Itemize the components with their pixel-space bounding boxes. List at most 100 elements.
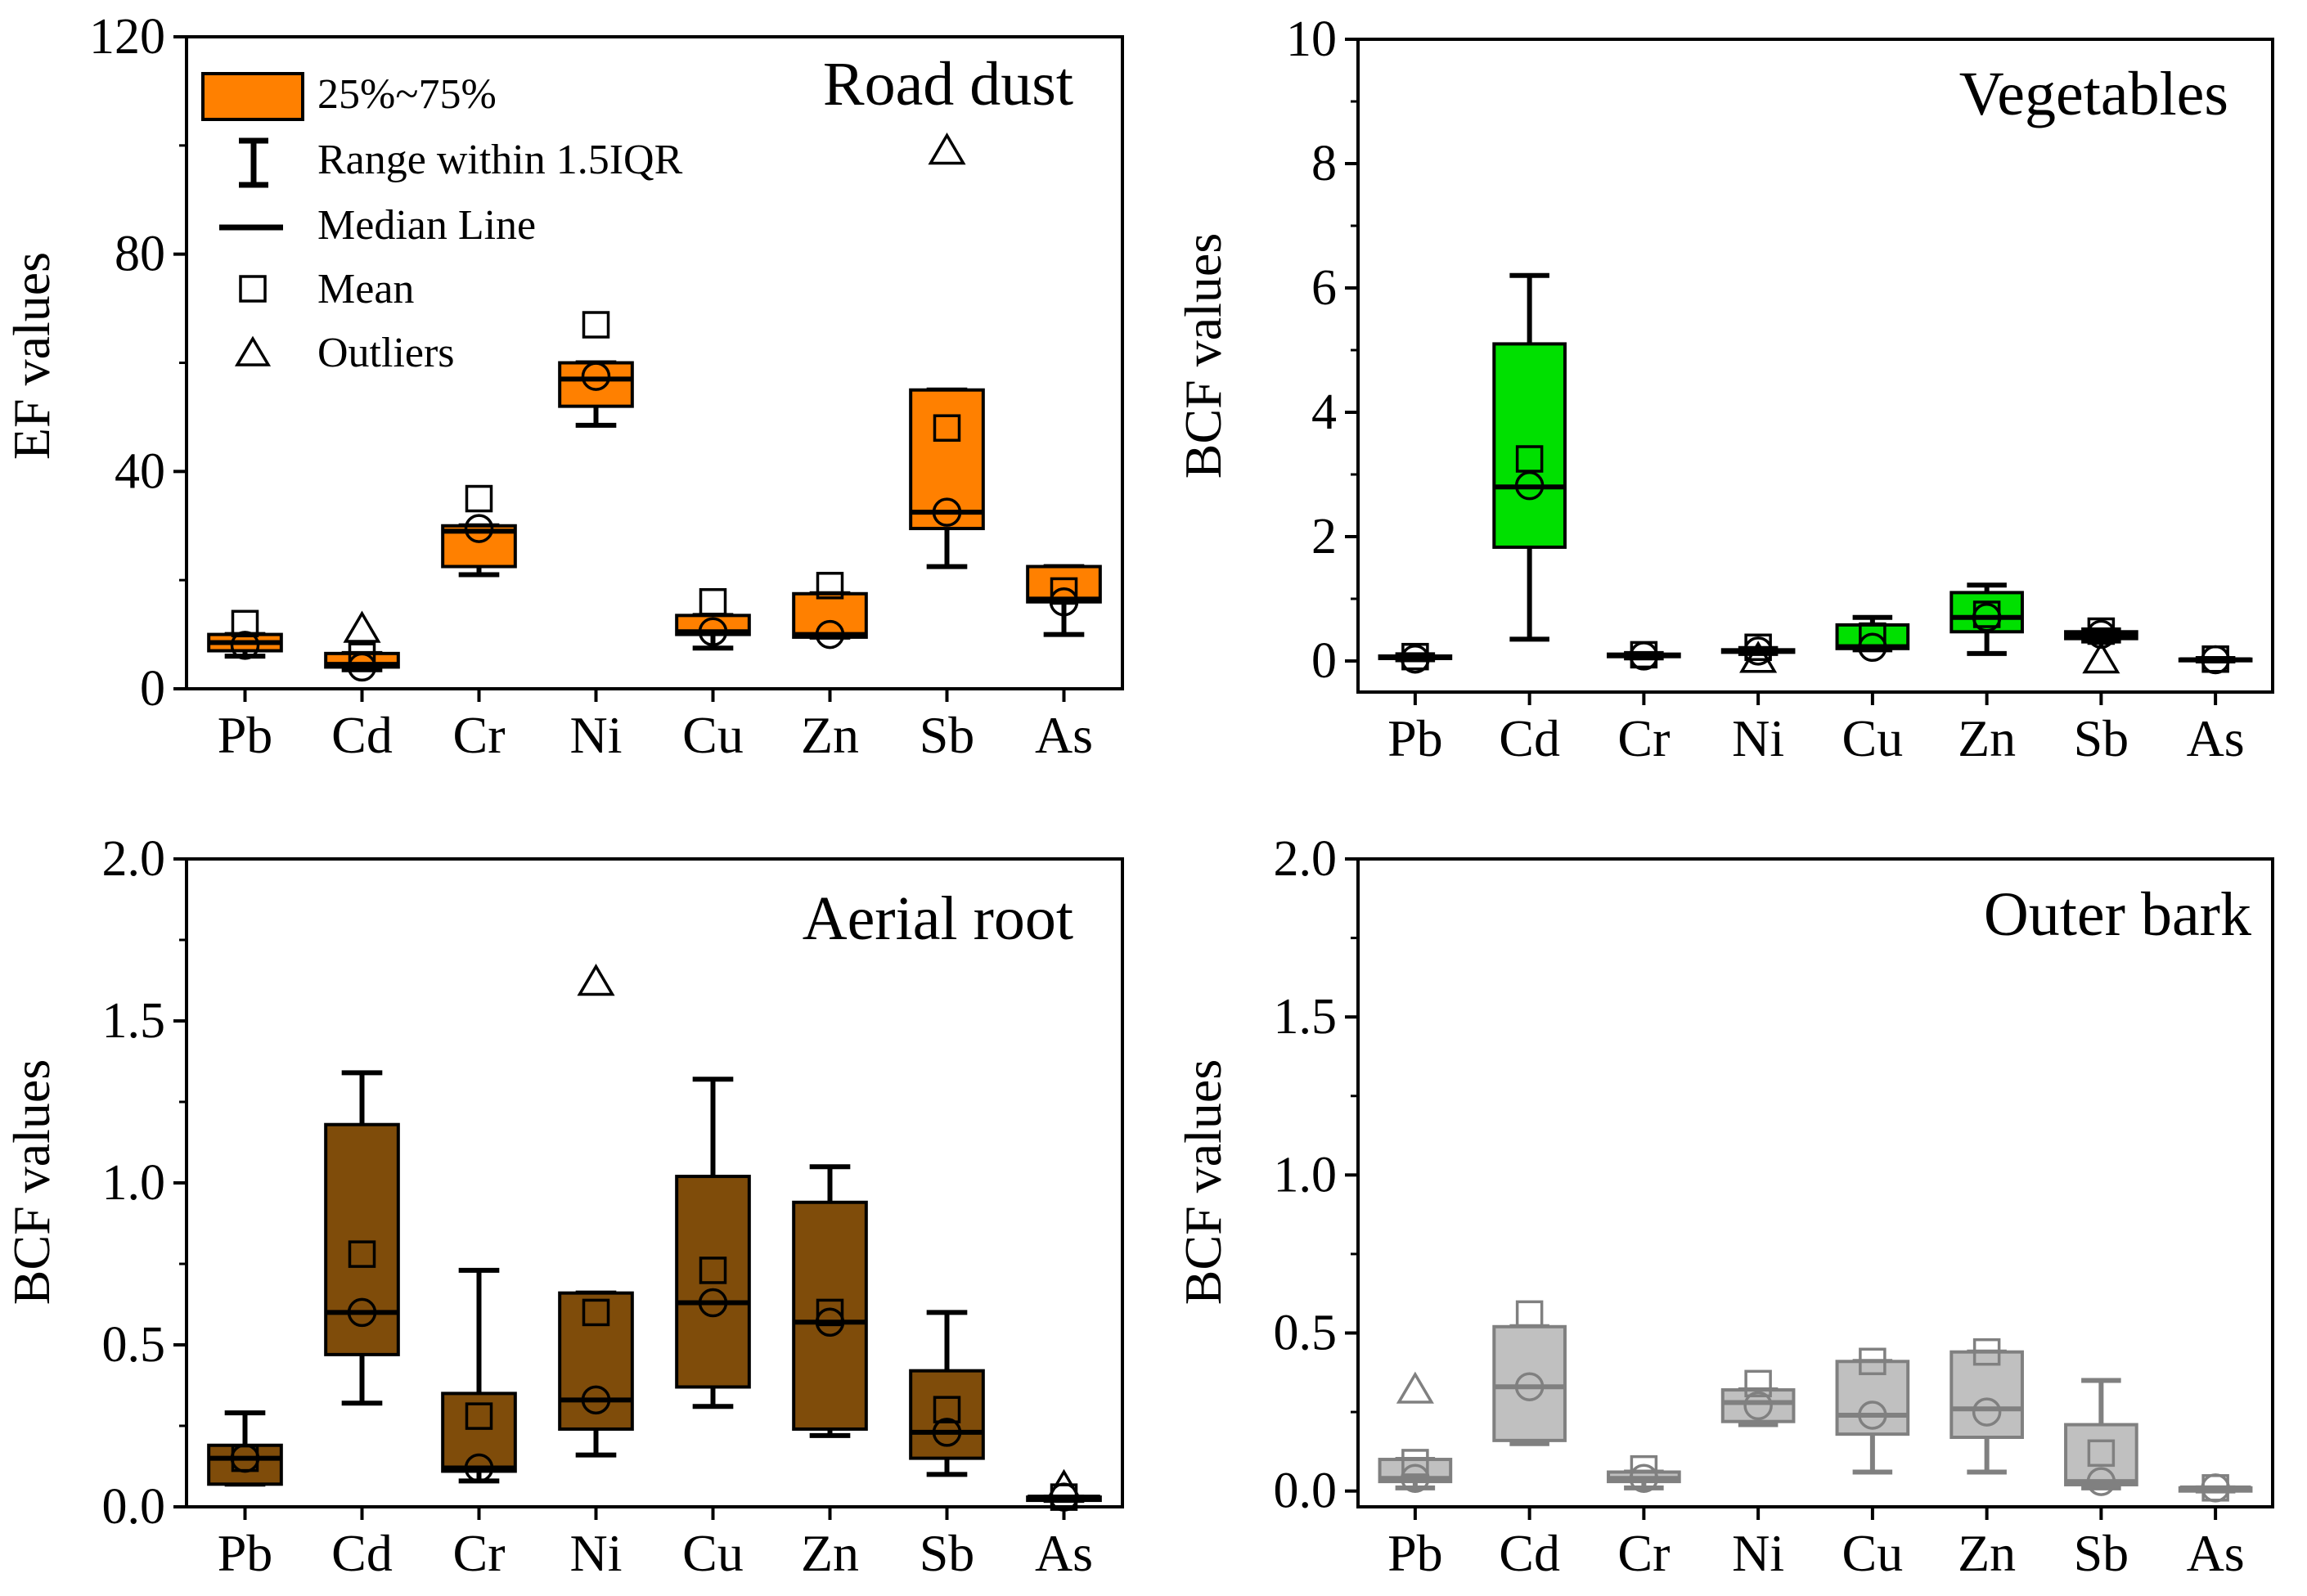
outlier-marker [577,964,615,996]
y-axis-label: BCF values [1174,233,1232,479]
x-tick-label-as: As [2187,1524,2245,1582]
box-pb [207,609,283,660]
y-tick-label: 0.5 [102,1317,166,1373]
box-zn [792,1164,868,1438]
mean-marker [348,1240,376,1268]
mean-marker [1515,1300,1544,1329]
box-cu [675,1077,751,1409]
mean-marker [231,1444,259,1472]
x-tick-label-ni: Ni [1732,709,1784,767]
mean-marker [348,642,376,670]
circle-marker [698,617,728,647]
box-sb [2064,1378,2138,1496]
y-axis-label: BCF values [1174,1059,1232,1305]
box-cr [441,1267,517,1484]
outlier-marker [1739,641,1778,673]
box-cd [324,610,400,682]
box-sb [909,133,985,569]
y-tick-label: 0 [140,661,165,717]
box-cu [1835,1347,1910,1475]
y-tick-label: 40 [115,443,165,499]
circle-marker [1858,1400,1887,1430]
iqr-box [2064,1423,2138,1486]
box-as [2178,645,2253,675]
x-tick-label-cr: Cr [453,706,506,764]
y-tick-label: 2.0 [102,831,166,887]
mean-marker [1630,1454,1658,1483]
mean-marker [816,1298,844,1327]
mean-marker [1859,1347,1887,1376]
plot-frame [1356,38,2274,694]
box-as [2178,1473,2253,1503]
iqr-box [1949,1350,2024,1440]
x-tick-label-cu: Cu [682,706,744,764]
mean-marker [1972,1337,2001,1366]
panel-aerial-root: 0.0 0.5 1.0 1.5 2.0 BCF values Aerial root Pb Cd… [2,831,1124,1582]
outlier-marker [928,133,966,165]
x-tick-label-cd: Cd [1499,1524,1560,1582]
x-tick-label-cu: Cu [1842,709,1904,767]
mean-marker [816,572,844,600]
y-tick-label: 1.0 [1274,1147,1338,1203]
mean-marker [1744,633,1772,662]
legend-mean-icon [239,275,267,303]
circle-marker [464,514,494,543]
x-tick-label-as: As [2187,709,2245,767]
iqr-box [1492,1324,1567,1442]
plot-frame [1356,857,2274,1508]
box-pb [1378,1371,1453,1493]
y-tick-label: 120 [89,9,165,65]
x-tick-label-ni: Ni [570,706,623,764]
mean-marker [699,1257,727,1284]
outlier-marker [2082,641,2120,674]
box-cu [1835,614,1910,663]
x-tick-label-sb: Sb [2074,709,2129,767]
y-tick-label: 0.0 [102,1479,166,1535]
legend-outlier-icon [234,335,272,366]
x-tick-label-cd: Cd [331,706,393,764]
mean-marker [1401,642,1429,671]
circle-marker [230,631,260,660]
circle-marker [815,619,845,650]
mean-marker [1515,445,1544,473]
mean-marker [2201,645,2229,673]
x-tick-label-sb: Sb [2074,1524,2129,1582]
box-as [1026,564,1102,637]
x-tick-label-cd: Cd [1499,709,1560,767]
mean-marker [582,311,610,339]
mean-marker [2201,1474,2229,1502]
box-cd [1492,272,1567,642]
mean-marker [933,1396,961,1423]
box-zn [792,572,868,650]
panel-vegetables: 0 2 4 6 8 10 BCF values Vegetables Pb Cd Cr Ni Cu Zn S… [1174,11,2274,767]
iqr-box [792,591,868,639]
circle-marker [347,1297,377,1328]
iqr-box [324,1122,400,1356]
mean-marker [1972,600,2001,628]
x-tick-label-zn: Zn [1958,709,2016,767]
circle-marker [932,497,962,527]
panel-title: Outer bark [1984,880,2251,949]
legend: 25%~75% Range within 1.5IQR Median Line … [201,71,683,376]
y-axis-label: BCF values [2,1059,61,1305]
outlier-marker [1045,1468,1083,1501]
outlier-marker [343,610,381,643]
box-ni [1720,633,1796,673]
mean-marker [1630,641,1658,669]
iqr-box [558,361,634,408]
y-tick-label: 2.0 [1274,831,1338,887]
box-ni [1720,1369,1796,1427]
mean-marker [1859,622,1887,650]
y-tick-label: 1.5 [102,993,166,1049]
mean-marker [465,1402,493,1430]
legend-whisker-label: Range within 1.5IQR [317,137,683,183]
panel-road-dust: 0 40 80 120 EF values Road dust Pb Cd Cr Ni Cu Zn Sb… [2,9,1124,764]
circle-marker [1401,1463,1430,1493]
box-cd [1492,1300,1567,1446]
box-ni [558,964,634,1458]
box-ni [558,311,634,428]
circle-marker [1514,1372,1545,1401]
y-tick-label: 0 [1311,633,1337,689]
